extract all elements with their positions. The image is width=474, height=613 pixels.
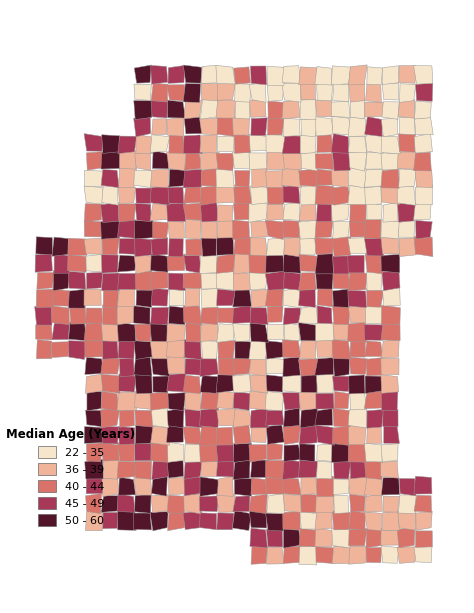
Legend: 22 - 35, 36 - 39, 40 - 44, 45 - 49, 50 - 60: 22 - 35, 36 - 39, 40 - 44, 45 - 49, 50 -… xyxy=(1,422,141,532)
